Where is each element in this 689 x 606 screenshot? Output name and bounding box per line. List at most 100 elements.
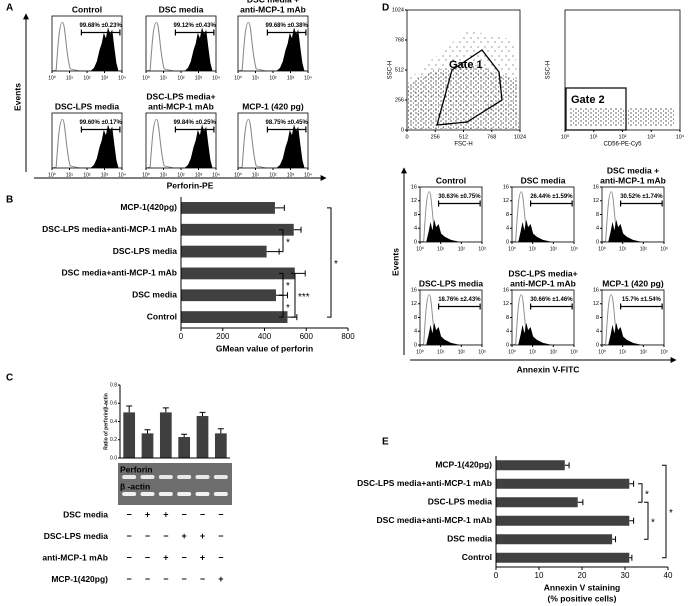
x-tick-label: 10¹ [619,246,627,252]
condition-sign: − [127,574,132,584]
bar [178,437,191,458]
condition-sign: + [182,531,187,541]
error-bar [199,411,206,417]
gate-bar [174,126,215,133]
panel-label: E [382,437,389,448]
gate-bar [80,29,121,36]
condition-sign: − [200,574,205,584]
scatter-dots [570,108,675,126]
y-axis-label: Events [12,83,22,111]
condition-sign: − [182,574,187,584]
significance-label: * [645,490,649,501]
significance-bracket [644,501,649,540]
panels: A B C D E Control 99.68% ±0.23% 10⁰ 10¹ 10² 10³ 10⁴… [6,0,685,603]
significance-bracket [279,294,284,318]
condition-sign: + [163,509,168,519]
x-tick-label: 10¹ [529,349,537,355]
histogram-title: Control [72,4,102,14]
y-tick-label: 16 [593,287,599,293]
y-tick-label: 0 [401,127,404,133]
error-bar [577,499,584,506]
gate-stat: 18.76% ±2.43% [438,297,481,303]
y-tick-label: 12 [593,198,599,204]
x-tick-label: 10⁴ [676,133,685,140]
gate-stat: 99.60% ±0.17% [79,120,122,126]
x-tick-label: 1024 [514,134,526,140]
x-axis-label: GMean value of perforin [216,343,313,353]
condition-sign: − [200,509,205,519]
condition-sign: − [145,574,150,584]
y-tick-label: 8 [414,212,417,218]
x-tick-label: 10¹ [529,246,537,252]
x-tick-label: 10⁴ [212,172,220,178]
x-tick-label: 10² [177,75,185,81]
x-tick-label: 40 [664,571,673,580]
y-tick-label: 12 [593,301,599,307]
category-label: Control [462,552,492,562]
y-tick-label: 8 [596,315,599,321]
x-tick-label: 10³ [647,134,655,140]
y-tick-label: 4 [414,329,417,335]
y-tick-label: 16 [503,287,509,293]
bar [181,223,294,236]
y-tick-label: 0 [414,239,417,245]
significance-label: * [286,303,290,314]
x-tick-label: 10⁰ [234,75,242,81]
gate-outline [436,49,503,126]
error-bar [144,429,151,434]
x-tick-label: 10³ [478,246,486,252]
x-tick-label: 10⁰ [48,172,56,178]
x-tick-label: 0 [405,134,408,140]
x-tick-label: 200 [216,332,230,341]
y-axis-label: Ratio of perforin/β-actin [103,393,109,450]
condition-sign: + [163,552,168,562]
category-label: MCP-1(420pg) [120,202,177,212]
histogram-title: DSC-LPS media [55,101,120,111]
y-tick-label: 12 [411,301,417,307]
x-tick-label: 512 [459,134,468,140]
x-tick-label: 10³ [570,349,578,355]
x-tick-label: 10³ [660,246,668,252]
y-tick-label: 4 [596,329,599,335]
x-tick-label: 10⁰ [142,172,150,178]
significance-label: * [334,259,338,270]
x-axis-label: CD56-PE-Cy5 [603,142,642,148]
x-tick-label: 10⁴ [118,75,126,81]
gel-band [140,475,155,479]
x-tick-label: 10¹ [437,246,445,252]
gate-bar [438,303,481,310]
x-axis-label: FSC-H [454,142,472,148]
x-tick-label: 768 [487,134,496,140]
error-bar [274,204,285,211]
x-tick-label: 10¹ [437,349,445,355]
axis [119,385,230,459]
y-tick-label: 0.6 [110,401,117,407]
histogram-title: MCP-1 (420 pg) [242,101,304,111]
histogram-title: DSC-LPS media+ [146,91,215,101]
category-label: DSC-LPS media+anti-MCP-1 mAb [42,224,177,234]
error-bar [629,517,635,524]
x-tick-label: 30 [621,571,630,580]
x-tick-label: 10⁰ [416,349,424,355]
condition-sign: − [127,509,132,519]
gate-stat: 30.63% ±0.75% [438,194,481,200]
bar [496,552,630,563]
gate-bar [80,126,121,133]
histogram-title: DSC-LPS media+ [508,268,577,278]
x-tick-label: 10⁴ [212,75,220,81]
y-tick-label: 8 [506,315,509,321]
error-bar [266,248,280,255]
category-label: Control [147,311,177,321]
gate-bar [620,303,663,310]
histogram-title: anti-MCP-1 mAb [148,101,214,111]
condition-sign: − [145,531,150,541]
x-tick-label: 10¹ [252,75,260,81]
category-label: DSC media+anti-MCP-1 mAb [377,515,492,525]
gate-stat: 30.66% ±1.46% [530,297,573,303]
bar [181,267,295,280]
significance-bracket [327,207,332,318]
x-tick-label: 10² [640,246,648,252]
bar [181,289,276,302]
x-tick-label: 10⁴ [304,172,312,178]
x-tick-label: 10³ [478,349,486,355]
